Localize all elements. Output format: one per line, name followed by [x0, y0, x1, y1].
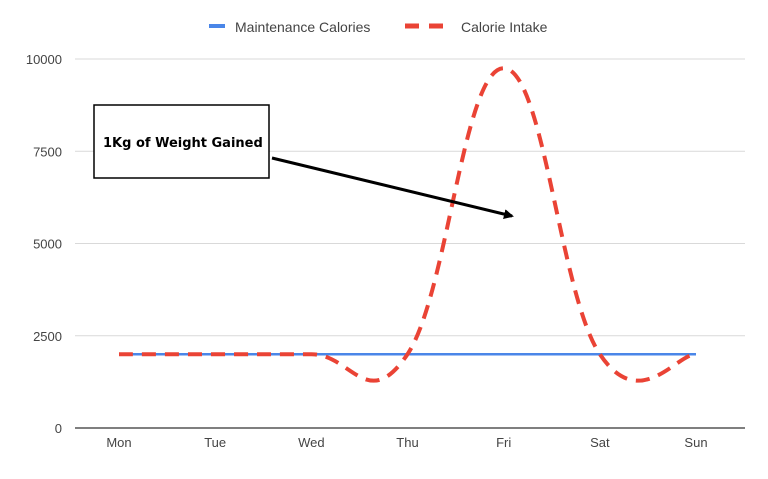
- legend: Maintenance Calories Calorie Intake: [209, 19, 548, 35]
- annotation: 1Kg of Weight Gained: [93, 104, 514, 219]
- series-line-1: [119, 66, 697, 383]
- y-tick-label: 7500: [33, 144, 62, 159]
- y-tick-label: 10000: [26, 52, 62, 67]
- x-tick-label: Fri: [496, 435, 511, 450]
- y-axis-ticks: 0 2500 5000 7500 10000: [26, 52, 62, 436]
- x-axis-ticks: Mon Tue Wed Thu Fri Sat Sun: [106, 435, 707, 450]
- series-lines: [119, 66, 697, 383]
- y-tick-label: 0: [55, 421, 62, 436]
- legend-label: Maintenance Calories: [235, 19, 370, 35]
- x-tick-label: Sun: [684, 435, 707, 450]
- annotation-arrow: [271, 156, 514, 219]
- x-tick-label: Sat: [590, 435, 610, 450]
- x-tick-label: Tue: [204, 435, 226, 450]
- x-tick-label: Mon: [106, 435, 131, 450]
- annotation-text: 1Kg of Weight Gained: [103, 136, 263, 151]
- y-tick-label: 2500: [33, 329, 62, 344]
- legend-swatch-maintenance: [209, 24, 225, 28]
- x-tick-label: Wed: [298, 435, 325, 450]
- y-tick-label: 5000: [33, 237, 62, 252]
- annotation-box: [93, 104, 270, 179]
- x-tick-label: Thu: [396, 435, 418, 450]
- legend-label: Calorie Intake: [461, 19, 548, 35]
